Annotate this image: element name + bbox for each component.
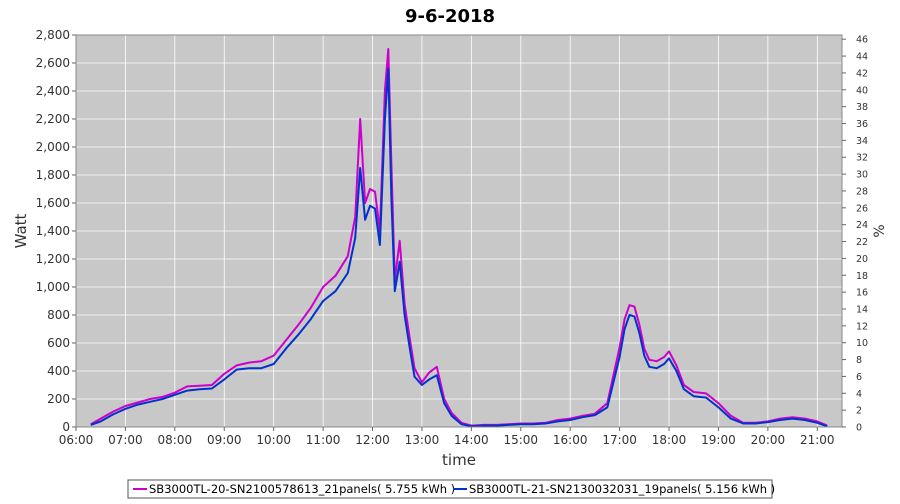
y2-tick-label: 36 bbox=[856, 119, 868, 130]
y-tick-label: 600 bbox=[47, 336, 70, 350]
y2-tick-label: 0 bbox=[856, 423, 862, 434]
y2-tick-label: 40 bbox=[856, 85, 868, 96]
y-tick-label: 0 bbox=[62, 420, 70, 434]
x-tick-label: 07:00 bbox=[108, 433, 143, 447]
legend: SB3000TL-20-SN2100578613_21panels( 5.755… bbox=[127, 479, 775, 499]
y-tick-label: 2,800 bbox=[36, 28, 70, 42]
x-axis: 06:00 07:00 08:00 09:00 10:00 11:00 12:00 13:00… bbox=[59, 427, 835, 447]
y2-axis-label: % bbox=[872, 224, 888, 237]
y2-tick-label: 28 bbox=[856, 186, 868, 197]
x-tick-label: 09:00 bbox=[207, 433, 242, 447]
y2-tick-label: 6 bbox=[856, 372, 862, 383]
x-tick-label: 12:00 bbox=[355, 433, 390, 447]
y2-tick-label: 10 bbox=[856, 338, 868, 349]
y2-tick-label: 16 bbox=[856, 288, 868, 299]
legend-label: SB3000TL-21-SN2130032031_19panels( 5.156… bbox=[469, 482, 775, 496]
x-tick-label: 18:00 bbox=[652, 433, 687, 447]
series-line-0 bbox=[90, 48, 828, 427]
x-tick-label: 10:00 bbox=[256, 433, 291, 447]
y-tick-label: 200 bbox=[47, 392, 70, 406]
series-lines bbox=[90, 48, 828, 428]
y-tick-label: 2,600 bbox=[36, 56, 70, 70]
y2-tick-label: 8 bbox=[856, 355, 862, 366]
x-tick-label: 08:00 bbox=[158, 433, 193, 447]
x-tick-label: 17:00 bbox=[602, 433, 637, 447]
x-axis-label: time bbox=[442, 451, 476, 469]
y2-tick-label: 20 bbox=[856, 254, 868, 265]
legend-box bbox=[127, 479, 773, 499]
y-axis-label: Watt bbox=[12, 213, 30, 248]
y2-tick-label: 30 bbox=[856, 170, 868, 181]
y2-tick-label: 26 bbox=[856, 203, 868, 214]
y2-tick-label: 32 bbox=[856, 153, 868, 164]
y2-tick-label: 24 bbox=[856, 220, 868, 231]
y2-tick-label: 46 bbox=[856, 35, 868, 46]
x-tick-label: 20:00 bbox=[751, 433, 786, 447]
chart-title: 9-6-2018 bbox=[405, 6, 495, 27]
y2-tick-label: 44 bbox=[856, 52, 868, 63]
y-tick-label: 1,200 bbox=[36, 252, 70, 266]
y-tick-label: 2,200 bbox=[36, 112, 70, 126]
series-line-1 bbox=[90, 67, 828, 428]
y2-tick-label: 38 bbox=[856, 102, 868, 113]
x-tick-label: 21:00 bbox=[800, 433, 835, 447]
y-tick-label: 800 bbox=[47, 308, 70, 322]
y-tick-label: 1,000 bbox=[36, 280, 70, 294]
y2-tick-label: 18 bbox=[856, 271, 868, 282]
y2-tick-label: 2 bbox=[856, 406, 862, 417]
y2-tick-label: 34 bbox=[856, 136, 868, 147]
y2-axis: 0246810121416182022242628303234363840424… bbox=[842, 35, 868, 434]
x-tick-label: 14:00 bbox=[454, 433, 489, 447]
x-tick-label: 13:00 bbox=[405, 433, 440, 447]
legend-label: SB3000TL-20-SN2100578613_21panels( 5.755… bbox=[149, 482, 455, 496]
y-tick-label: 1,600 bbox=[36, 196, 70, 210]
y-tick-label: 1,800 bbox=[36, 168, 70, 182]
y-tick-label: 2,000 bbox=[36, 140, 70, 154]
x-tick-label: 11:00 bbox=[306, 433, 341, 447]
y2-tick-label: 14 bbox=[856, 304, 868, 315]
y-tick-label: 400 bbox=[47, 364, 70, 378]
y-axis: 0 200 400 600 800 1,000 1,200 1,400 1,600 1,800 2,… bbox=[36, 28, 76, 434]
x-tick-label: 15:00 bbox=[503, 433, 538, 447]
y2-tick-label: 22 bbox=[856, 237, 868, 248]
x-tick-label: 19:00 bbox=[701, 433, 736, 447]
y2-tick-label: 42 bbox=[856, 68, 868, 79]
y-tick-label: 2,400 bbox=[36, 84, 70, 98]
y2-tick-label: 4 bbox=[856, 389, 862, 400]
x-tick-label: 06:00 bbox=[59, 433, 94, 447]
x-tick-label: 16:00 bbox=[553, 433, 588, 447]
y2-tick-label: 12 bbox=[856, 321, 868, 332]
y-tick-label: 1,400 bbox=[36, 224, 70, 238]
